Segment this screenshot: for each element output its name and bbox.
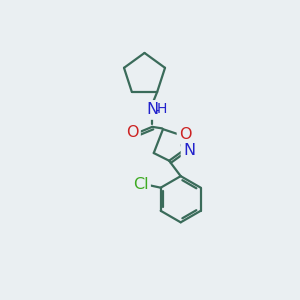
Text: O: O — [126, 125, 138, 140]
Text: H: H — [157, 102, 167, 116]
Text: O: O — [179, 127, 192, 142]
Text: Cl: Cl — [133, 177, 148, 192]
Text: N: N — [183, 143, 195, 158]
Text: N: N — [146, 102, 158, 117]
